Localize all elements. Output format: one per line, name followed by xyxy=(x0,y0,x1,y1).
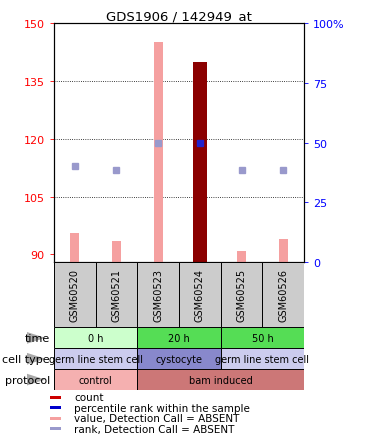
Polygon shape xyxy=(27,353,45,365)
Bar xyxy=(279,240,288,263)
Bar xyxy=(70,233,79,263)
Bar xyxy=(54,369,137,390)
Bar xyxy=(193,62,207,263)
Text: GSM60524: GSM60524 xyxy=(195,269,205,322)
Text: GSM60520: GSM60520 xyxy=(70,269,80,322)
Text: germ line stem cell: germ line stem cell xyxy=(49,354,142,364)
Text: bam induced: bam induced xyxy=(189,375,253,385)
Bar xyxy=(179,263,221,328)
Bar xyxy=(50,407,61,409)
Bar xyxy=(50,427,61,430)
Title: GDS1906 / 142949_at: GDS1906 / 142949_at xyxy=(106,10,252,23)
Polygon shape xyxy=(27,374,45,385)
Text: protocol: protocol xyxy=(5,375,50,385)
Bar xyxy=(262,263,304,328)
Bar xyxy=(50,417,61,420)
Bar xyxy=(137,328,221,349)
Bar xyxy=(54,328,137,349)
Polygon shape xyxy=(27,332,45,344)
Bar xyxy=(54,349,137,369)
Text: GSM60525: GSM60525 xyxy=(237,269,247,322)
Bar xyxy=(137,349,221,369)
Bar xyxy=(221,328,304,349)
Text: time: time xyxy=(25,333,50,343)
Bar xyxy=(137,263,179,328)
Bar xyxy=(112,241,121,263)
Text: percentile rank within the sample: percentile rank within the sample xyxy=(74,403,250,413)
Text: control: control xyxy=(79,375,112,385)
Bar xyxy=(96,263,137,328)
Text: cystocyte: cystocyte xyxy=(155,354,203,364)
Text: GSM60521: GSM60521 xyxy=(111,269,121,322)
Bar xyxy=(221,349,304,369)
Text: value, Detection Call = ABSENT: value, Detection Call = ABSENT xyxy=(74,414,239,423)
Text: 20 h: 20 h xyxy=(168,333,190,343)
Bar xyxy=(54,263,96,328)
Bar xyxy=(237,251,246,263)
Text: germ line stem cell: germ line stem cell xyxy=(216,354,309,364)
Text: GSM60523: GSM60523 xyxy=(153,269,163,322)
Bar xyxy=(221,263,263,328)
Text: 50 h: 50 h xyxy=(252,333,273,343)
Text: GSM60526: GSM60526 xyxy=(278,269,288,322)
Bar xyxy=(154,43,163,263)
Bar xyxy=(137,369,304,390)
Text: 0 h: 0 h xyxy=(88,333,103,343)
Text: rank, Detection Call = ABSENT: rank, Detection Call = ABSENT xyxy=(74,424,234,434)
Text: cell type: cell type xyxy=(3,354,50,364)
Bar xyxy=(50,396,61,399)
Text: count: count xyxy=(74,393,104,402)
